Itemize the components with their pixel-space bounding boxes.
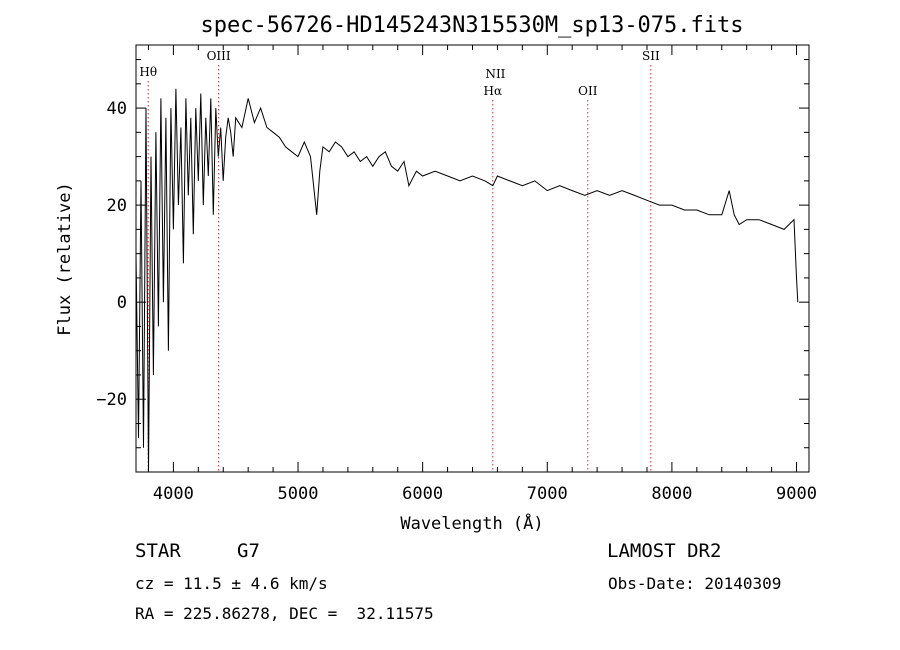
survey-name: LAMOST DR2 [607,540,722,562]
x-tick-label: 9000 [776,484,817,504]
coordinates: RA = 225.86278, DEC = 32.11575 [135,604,434,623]
y-axis-label: Flux (relative) [55,182,75,336]
x-axis-ticks: 4000 5000 6000 7000 8000 9000 [147,45,817,504]
chart-title: spec-56726-HD145243N315530M_sp13-075.fit… [200,13,743,38]
y-tick-label: 0 [117,293,127,313]
line-marker-label: OIII [207,49,231,63]
line-marker-label: SII [642,49,660,63]
plot-frame [135,44,810,473]
emission-line-markers: Hθ OIII NII Hα OII SII [139,49,660,472]
y-tick-label: 40 [107,99,127,119]
spectrum-line [135,88,799,473]
y-tick-label: 20 [107,196,127,216]
x-axis-label: Wavelength (Å) [400,512,543,534]
spectral-subclass: G7 [237,540,260,562]
line-marker-label: Hα [484,84,503,98]
y-axis-ticks: −20 0 20 40 [96,59,809,449]
x-tick-label: 6000 [402,484,443,504]
line-marker-label: NII [485,67,505,81]
spectrum-chart: spec-56726-HD145243N315530M_sp13-075.fit… [55,13,817,534]
x-tick-label: 7000 [527,484,568,504]
x-tick-label: 8000 [651,484,692,504]
y-tick-label: −20 [96,390,127,410]
x-tick-label: 5000 [278,484,319,504]
object-class: STAR [135,540,181,562]
line-marker-label: Hθ [139,65,157,79]
obs-date: Obs-Date: 20140309 [608,574,782,593]
redshift-text: cz = 11.5 ± 4.6 km/s [135,574,328,593]
x-tick-label: 4000 [153,484,194,504]
line-marker-label: OII [578,84,598,98]
